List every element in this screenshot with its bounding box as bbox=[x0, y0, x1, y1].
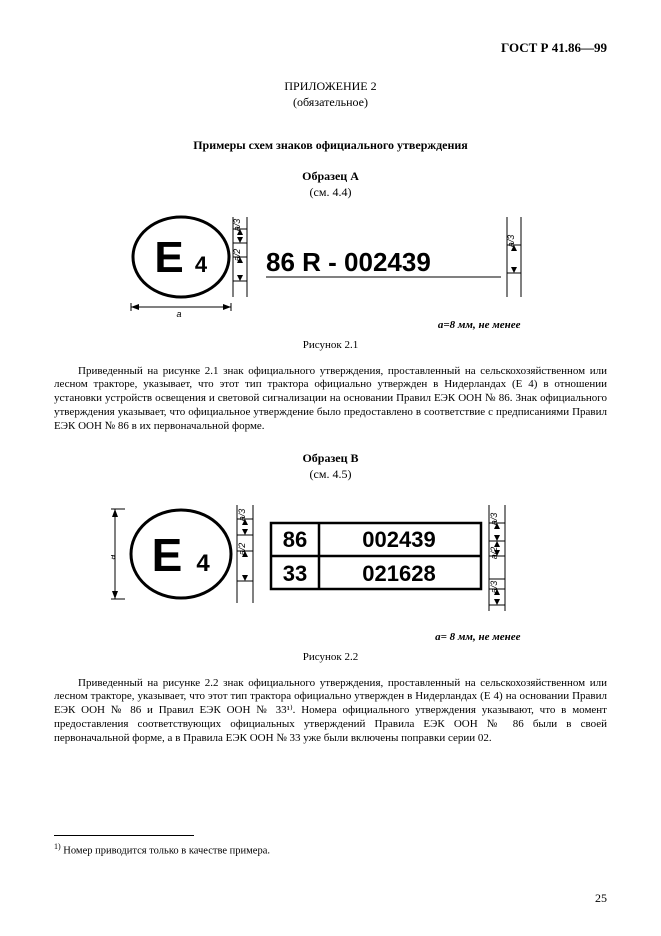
dim-label-a2: a/2 bbox=[232, 248, 242, 261]
standard-code: ГОСТ Р 41.86—99 bbox=[54, 40, 607, 56]
figure-2-1: a E 4 a/3 a/2 86 R - 002439 bbox=[54, 209, 607, 331]
dim-label-a: a bbox=[176, 309, 181, 319]
cell-r2c1: 33 bbox=[282, 561, 306, 586]
dim-b-a2-r: a/2 bbox=[489, 546, 499, 559]
cell-r2c2: 021628 bbox=[362, 561, 435, 586]
paragraph-sample-b: Приведенный на рисунке 2.2 знак официаль… bbox=[54, 677, 607, 746]
dim-b-a3-mid: a/3 bbox=[237, 508, 247, 521]
cell-r1c2: 002439 bbox=[362, 527, 435, 552]
dim-b-a2-mid: a/2 bbox=[237, 542, 247, 555]
sample-a-caption: Образец А (см. 4.4) bbox=[54, 169, 607, 200]
sample-b-caption-line-1: Образец В bbox=[54, 451, 607, 467]
cell-r1c1: 86 bbox=[282, 527, 306, 552]
sample-a-caption-line-2: (см. 4.4) bbox=[54, 185, 607, 201]
mark-b-sub-4: 4 bbox=[196, 550, 210, 577]
mark-b-letter-e: E bbox=[151, 529, 182, 581]
figure-b-note: а= 8 мм, не менее bbox=[111, 631, 551, 643]
figure-2-2-label: Рисунок 2.2 bbox=[54, 651, 607, 663]
footnote-area: 1) Номер приводится только в качестве пр… bbox=[54, 835, 354, 857]
appendix-line-1: ПРИЛОЖЕНИЕ 2 bbox=[54, 78, 607, 94]
sample-a-caption-line-1: Образец А bbox=[54, 169, 607, 185]
mark-sub-4: 4 bbox=[194, 252, 207, 277]
dim-label-a3-2: a/3 bbox=[506, 234, 516, 247]
dim-label-a3-1: a/3 bbox=[232, 218, 242, 231]
figure-2-1-label: Рисунок 2.1 bbox=[54, 339, 607, 351]
appendix-line-2: (обязательное) bbox=[54, 94, 607, 110]
dim-b-a3-r2: a/3 bbox=[489, 580, 499, 593]
section-title: Примеры схем знаков официального утвержд… bbox=[54, 138, 607, 153]
approval-number-a: 86 R - 002439 bbox=[266, 247, 431, 277]
paragraph-sample-a: Приведенный на рисунке 2.1 знак официаль… bbox=[54, 365, 607, 434]
footnote-rule bbox=[54, 835, 194, 836]
footnote-text: 1) Номер приводится только в качестве пр… bbox=[54, 842, 354, 857]
footnote-body: Номер приводится только в качестве приме… bbox=[61, 845, 270, 856]
mark-letter-e: E bbox=[154, 233, 183, 282]
appendix-heading: ПРИЛОЖЕНИЕ 2 (обязательное) bbox=[54, 78, 607, 110]
figure-a-note: а=8 мм, не менее bbox=[121, 319, 541, 331]
page-number: 25 bbox=[595, 891, 607, 906]
footnote-marker: 1) bbox=[54, 842, 61, 851]
dim-b-a3-r1: a/3 bbox=[489, 512, 499, 525]
figure-2-2: a E 4 a/3 a/2 86 002439 33 021 bbox=[54, 491, 607, 643]
dim-b-a: a bbox=[111, 554, 117, 559]
sample-b-caption: Образец В (см. 4.5) bbox=[54, 451, 607, 482]
sample-b-caption-line-2: (см. 4.5) bbox=[54, 467, 607, 483]
